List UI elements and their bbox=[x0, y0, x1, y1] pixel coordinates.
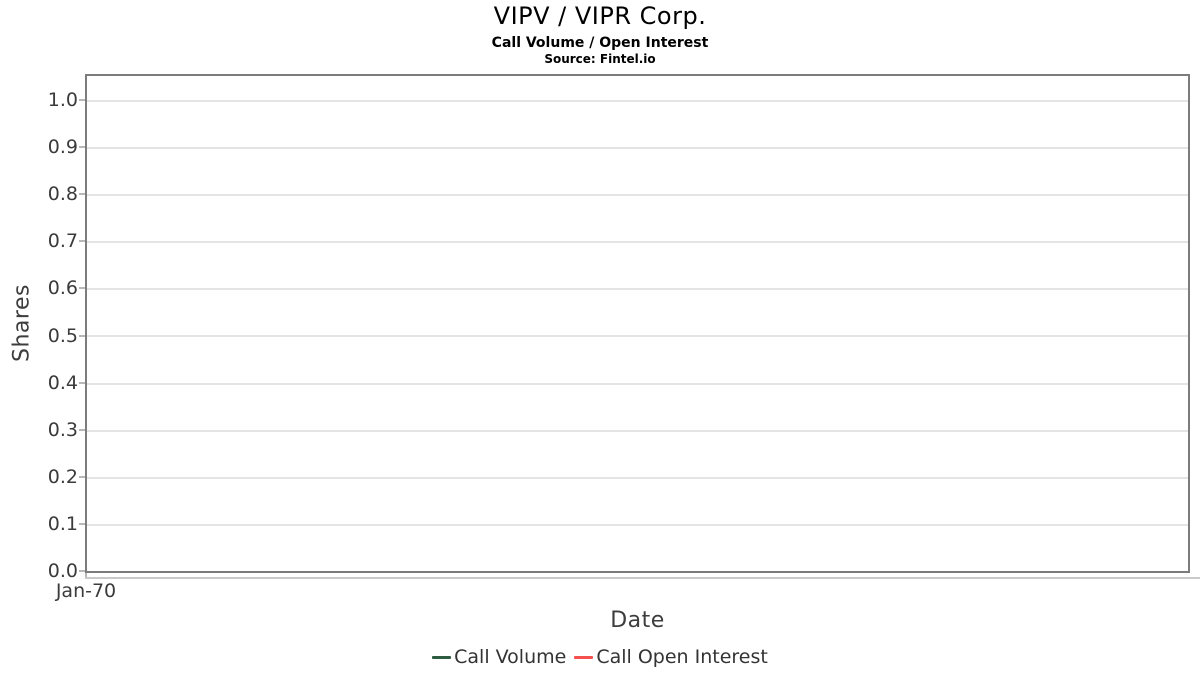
gridline bbox=[87, 430, 1188, 432]
gridline bbox=[87, 100, 1188, 102]
x-axis-line bbox=[85, 577, 1200, 579]
gridline bbox=[87, 383, 1188, 385]
y-tick-label: 0.5 bbox=[47, 325, 78, 347]
x-axis-title: Date bbox=[610, 608, 665, 633]
call-open-interest-line-swatch bbox=[574, 655, 594, 659]
gridline bbox=[87, 147, 1188, 149]
y-tick-label: 0.9 bbox=[47, 136, 78, 158]
y-tick-label: 0.4 bbox=[47, 372, 78, 394]
y-tick-mark bbox=[79, 146, 85, 148]
gridline bbox=[87, 241, 1188, 243]
y-tick-label: 0.7 bbox=[47, 230, 78, 252]
y-tick-mark bbox=[79, 193, 85, 195]
y-tick-label: 0.3 bbox=[47, 419, 78, 441]
y-tick-label: 0.6 bbox=[47, 277, 78, 299]
y-tick-label: 1.0 bbox=[47, 89, 78, 111]
legend-item-call-volume[interactable]: Call Volume bbox=[432, 646, 566, 668]
x-tick-label: Jan-70 bbox=[55, 580, 117, 602]
legend-item-call-open-interest[interactable]: Call Open Interest bbox=[574, 646, 768, 668]
gridline bbox=[87, 335, 1188, 337]
y-tick-mark bbox=[79, 287, 85, 289]
legend: Call Volume Call Open Interest bbox=[0, 646, 1200, 668]
y-tick-label: 0.8 bbox=[47, 183, 78, 205]
legend-label-call-open-interest: Call Open Interest bbox=[596, 646, 768, 668]
call-volume-line-swatch bbox=[432, 655, 452, 659]
gridline bbox=[87, 524, 1188, 526]
x-tick-mark bbox=[85, 573, 87, 578]
y-tick-mark bbox=[79, 429, 85, 431]
y-tick-mark bbox=[79, 570, 85, 572]
gridline bbox=[87, 288, 1188, 290]
y-tick-mark bbox=[79, 382, 85, 384]
y-tick-mark bbox=[79, 240, 85, 242]
y-tick-label: 0.2 bbox=[47, 466, 78, 488]
y-tick-mark bbox=[79, 99, 85, 101]
gridline bbox=[87, 477, 1188, 479]
gridline bbox=[87, 194, 1188, 196]
chart-title: VIPV / VIPR Corp. bbox=[493, 2, 707, 30]
y-tick-mark bbox=[79, 523, 85, 525]
chart-subtitle: Call Volume / Open Interest bbox=[491, 35, 709, 51]
legend-label-call-volume: Call Volume bbox=[454, 646, 567, 668]
y-tick-label: 0.1 bbox=[47, 513, 78, 535]
y-tick-mark bbox=[79, 476, 85, 478]
y-tick-label: 0.0 bbox=[47, 560, 78, 582]
y-tick-mark bbox=[79, 335, 85, 337]
chart-source: Source: Fintel.io bbox=[544, 52, 656, 66]
plot-area bbox=[85, 74, 1190, 573]
